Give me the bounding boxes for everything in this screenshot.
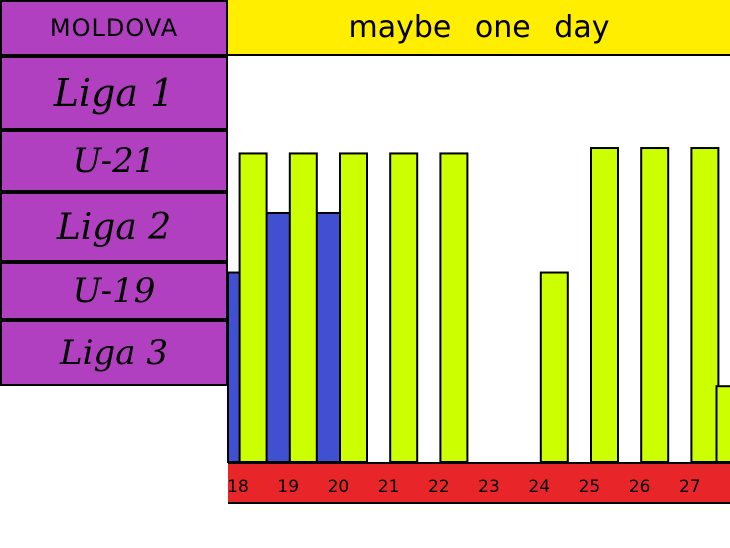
bar-25-series-2	[590, 147, 619, 463]
chart-title: maybe one day	[228, 0, 730, 56]
level-label-u19: U-19	[0, 262, 228, 320]
bar-27-series-2	[690, 147, 720, 463]
x-tick-label-25: 25	[579, 477, 601, 497]
level-label-u21: U-21	[0, 130, 228, 192]
x-tick-label-27: 27	[679, 477, 701, 497]
level-label-liga-3: Liga 3	[0, 320, 228, 386]
x-tick-label-21: 21	[378, 477, 400, 497]
bar-19-series-2	[288, 152, 318, 463]
bar-22-series-2	[439, 152, 469, 463]
bar-18-series-2	[238, 152, 268, 463]
bar-19-series-1	[263, 211, 293, 463]
x-tick-label-18: 18	[227, 477, 249, 497]
level-label-liga-1: Liga 1	[0, 56, 228, 130]
x-tick-label-22: 22	[428, 477, 450, 497]
x-axis-band	[228, 462, 730, 504]
bar-27-series-3	[715, 385, 730, 464]
level-label-liga-2: Liga 2	[0, 192, 228, 262]
x-tick-label-20: 20	[328, 477, 350, 497]
x-tick-label-19: 19	[277, 477, 299, 497]
bar-21-series-2	[389, 152, 419, 463]
country-label: MOLDOVA	[0, 0, 228, 56]
x-tick-label-24: 24	[528, 477, 550, 497]
x-tick-label-23: 23	[478, 477, 500, 497]
bar-20-series-1	[313, 211, 343, 463]
bar-24-series-2	[539, 271, 569, 463]
bar-20-series-2	[339, 152, 368, 463]
x-tick-label-26: 26	[629, 477, 651, 497]
bar-26-series-2	[640, 147, 670, 463]
